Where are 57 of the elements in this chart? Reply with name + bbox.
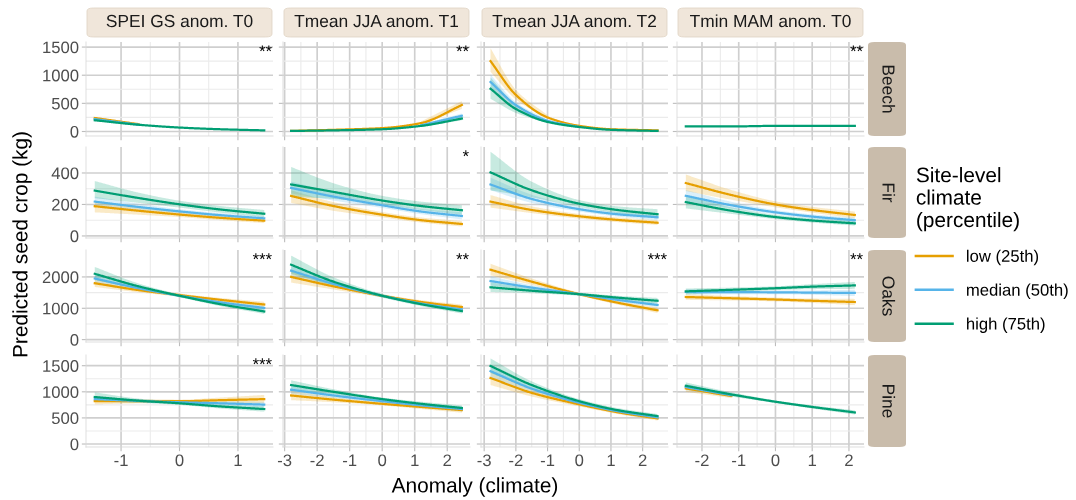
y-tick-label: 1000 — [43, 386, 79, 399]
x-axis-title: Anomaly (climate) — [391, 477, 558, 497]
x-tick-label: 2 — [443, 454, 452, 467]
annotation: ** — [456, 253, 469, 260]
y-tick-label: 500 — [51, 412, 79, 425]
x-tick-label: 2 — [845, 454, 853, 467]
y2-axis-title: Oaks — [882, 276, 896, 316]
x-tick-label: 1 — [234, 454, 242, 467]
x-tick-label: 1 — [808, 454, 817, 467]
chart-title: Tmean JJA anom. T1 — [294, 15, 459, 28]
x-tick-label: -3 — [277, 454, 292, 467]
y-tick-label: 1000 — [43, 302, 79, 315]
x-tick-label: 0 — [175, 454, 184, 467]
y-tick-label: 400 — [51, 167, 79, 180]
chart-title: Tmean JJA anom. T2 — [492, 14, 656, 28]
y-tick-label: 1500 — [43, 41, 79, 54]
annotation: ** — [850, 45, 863, 52]
y-tick-label: 0 — [70, 334, 79, 346]
x-tick-label: -1 — [343, 454, 357, 467]
x-tick-label: -1 — [540, 454, 555, 467]
y-tick-label: 1500 — [43, 360, 79, 372]
annotation: ** — [456, 45, 469, 52]
x-tick-label: -1 — [114, 454, 128, 467]
y2-axis-title: Pine — [882, 385, 896, 418]
y2-axis-title: Fir — [882, 183, 896, 203]
y-axis-title: Predicted seed crop (kg) — [12, 132, 32, 357]
annotation: *** — [252, 253, 272, 260]
y-tick-label: 1000 — [43, 69, 79, 82]
annotation: ** — [259, 45, 272, 52]
annotation: ** — [850, 253, 863, 260]
x-tick-label: 1 — [607, 454, 615, 467]
y-tick-label: 0 — [70, 125, 79, 138]
y-tick-label: 200 — [52, 198, 79, 211]
x-tick-label: 0 — [575, 454, 584, 467]
chart-title: Tmin MAM anom. T0 — [690, 14, 851, 28]
x-tick-label: -2 — [695, 454, 709, 467]
x-tick-label: 0 — [771, 454, 780, 467]
chart-title: SPEI GS anom. T0 — [106, 14, 253, 28]
x-tick-label: -2 — [310, 454, 324, 467]
y-tick-label: 500 — [51, 97, 79, 110]
x-tick-label: -3 — [477, 454, 491, 467]
y-tick-label: 0 — [70, 230, 79, 243]
legend-title: Site-level climate (percentile) — [916, 167, 1019, 232]
annotation: * — [462, 150, 469, 157]
annotation: *** — [252, 358, 272, 365]
x-tick-label: 2 — [638, 454, 647, 467]
x-tick-label: -2 — [509, 454, 523, 467]
x-tick-label: 0 — [378, 454, 387, 467]
legend-label: low (25th) — [967, 249, 1039, 266]
y-tick-label: 0 — [70, 438, 79, 451]
x-tick-label: 1 — [411, 454, 419, 467]
y2-axis-title: Beech — [882, 65, 896, 113]
legend-label: high (75th) — [967, 317, 1045, 333]
x-tick-label: -1 — [732, 454, 746, 467]
y-tick-label: 2000 — [42, 271, 79, 284]
annotation: *** — [647, 253, 667, 260]
legend-label: median (50th) — [966, 283, 1068, 300]
